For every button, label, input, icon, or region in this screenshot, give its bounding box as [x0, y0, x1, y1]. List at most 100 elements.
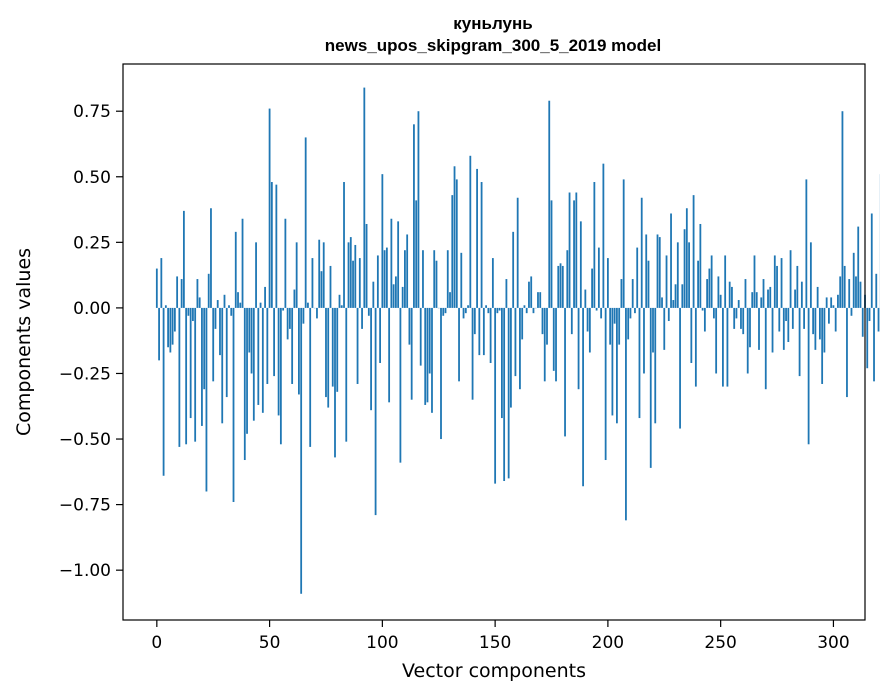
- bar: [415, 200, 418, 308]
- bar: [873, 307, 875, 382]
- bar: [609, 307, 612, 345]
- bar: [320, 271, 323, 308]
- bar: [656, 234, 659, 308]
- bar: [205, 307, 208, 492]
- bar: [455, 179, 458, 308]
- bar: [505, 279, 508, 308]
- bar: [363, 87, 366, 308]
- bar: [365, 223, 368, 308]
- bar: [762, 279, 765, 308]
- bar: [832, 305, 835, 308]
- bar: [349, 237, 352, 308]
- bar: [719, 294, 722, 308]
- bar: [602, 163, 605, 308]
- bar: [809, 242, 812, 308]
- bar: [394, 276, 397, 308]
- bar: [180, 279, 183, 308]
- bar: [658, 237, 661, 308]
- bar: [345, 307, 348, 442]
- bar: [674, 284, 677, 308]
- bar: [866, 307, 869, 369]
- bar: [631, 279, 634, 308]
- bar: [322, 242, 325, 308]
- bar: [638, 307, 641, 419]
- bar: [550, 200, 553, 308]
- bar: [482, 307, 485, 356]
- bar: [532, 307, 535, 314]
- bar: [282, 307, 285, 311]
- bar: [588, 307, 591, 353]
- bar: [525, 307, 528, 314]
- bar: [302, 307, 305, 324]
- bar: [805, 179, 808, 308]
- bar: [261, 307, 264, 413]
- bar: [160, 258, 163, 308]
- bar: [198, 297, 201, 308]
- bar: [582, 307, 584, 487]
- bar: [372, 281, 375, 308]
- bar: [270, 182, 273, 308]
- bar: [498, 307, 501, 311]
- bar: [216, 300, 219, 308]
- bar: [703, 307, 706, 332]
- bar: [311, 258, 314, 308]
- bar: [753, 255, 756, 308]
- y-tick-label: −0.75: [59, 496, 111, 516]
- bar: [663, 307, 666, 350]
- x-tick-label: 150: [479, 633, 511, 653]
- bar: [758, 307, 760, 350]
- bar: [548, 100, 551, 308]
- bar: [514, 307, 517, 377]
- bar: [712, 307, 715, 319]
- bar: [868, 307, 871, 322]
- bar: [778, 307, 781, 332]
- bar: [685, 208, 688, 308]
- bar: [742, 307, 745, 335]
- bar: [408, 307, 411, 345]
- bar: [507, 307, 510, 479]
- bar: [392, 284, 395, 308]
- bar: [629, 307, 632, 319]
- x-tick-label: 50: [259, 633, 281, 653]
- bar: [239, 302, 242, 308]
- bar: [356, 307, 359, 384]
- bar: [834, 307, 837, 332]
- bar: [201, 307, 203, 426]
- bar: [575, 192, 578, 308]
- bar: [469, 155, 472, 308]
- bar: [552, 307, 555, 371]
- bar: [255, 242, 257, 308]
- bar: [230, 307, 233, 316]
- bar: [814, 307, 817, 350]
- bar: [791, 307, 794, 329]
- bar: [794, 289, 796, 308]
- bar: [661, 297, 663, 308]
- bar: [877, 307, 880, 332]
- bar: [293, 289, 296, 308]
- bar: [225, 307, 228, 398]
- bar: [192, 307, 194, 322]
- bar: [243, 307, 246, 461]
- bar: [340, 305, 343, 308]
- bar: [694, 307, 697, 387]
- bar: [478, 307, 481, 356]
- bar: [782, 307, 785, 350]
- bar: [672, 300, 675, 308]
- bar: [670, 213, 672, 308]
- bar: [710, 255, 713, 308]
- y-tick-label: −0.50: [59, 430, 111, 450]
- y-tick-label: −1.00: [59, 561, 111, 581]
- bar: [232, 307, 235, 502]
- x-tick-label: 0: [151, 633, 162, 653]
- bar: [724, 255, 727, 308]
- bar: [169, 307, 172, 353]
- bar: [248, 307, 251, 353]
- bar: [749, 307, 751, 348]
- bar: [688, 242, 690, 308]
- bar: [221, 307, 224, 424]
- bar: [354, 244, 357, 308]
- bar: [158, 307, 160, 361]
- bar: [178, 307, 181, 447]
- chart-subtitle: news_upos_skipgram_300_5_2019 model: [325, 36, 661, 55]
- bar: [189, 307, 192, 419]
